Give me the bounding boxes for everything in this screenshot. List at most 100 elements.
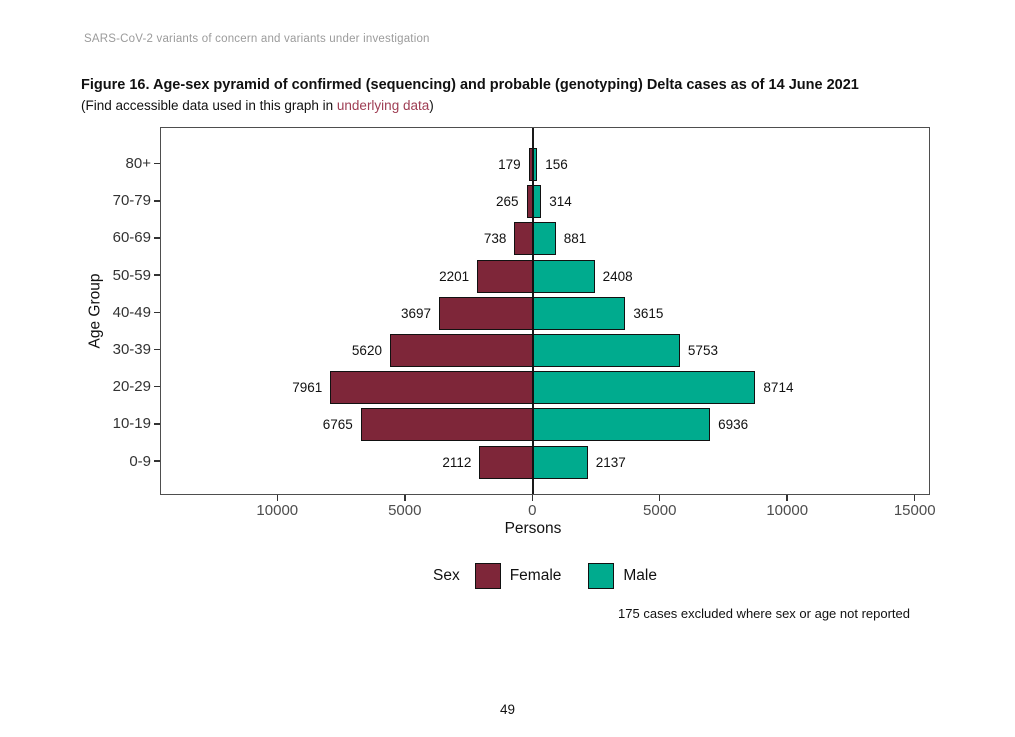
bar-male — [533, 408, 711, 442]
underlying-data-link[interactable]: underlying data — [336, 98, 430, 113]
y-axis-tick-mark — [154, 348, 160, 351]
y-axis-label: 20-29 — [112, 378, 151, 396]
male-value-label: 156 — [545, 157, 568, 173]
female-value-label: 3697 — [400, 305, 431, 321]
page-number: 49 — [499, 702, 516, 717]
pyramid-row: 2112 2137 — [161, 444, 929, 481]
bar-male — [533, 148, 538, 182]
male-value-label: 5753 — [687, 343, 718, 359]
male-half: 2137 — [533, 445, 929, 479]
y-axis-tick-row: 60-69 — [90, 219, 160, 256]
pyramid-row: 6765 6936 — [161, 406, 929, 443]
female-value-label: 2112 — [442, 454, 472, 470]
x-axis-tick-label: 5000 — [643, 502, 677, 519]
y-axis-tick-mark — [154, 311, 160, 314]
y-axis-tick-row: 80+ — [90, 145, 160, 182]
document-header: SARS-CoV-2 variants of concern and varia… — [84, 33, 430, 45]
x-axis-tick-mark — [786, 495, 788, 501]
bar-male — [533, 445, 588, 479]
x-axis-tick-label: 5000 — [388, 502, 422, 519]
pyramid-row: 3697 3615 — [161, 295, 929, 332]
x-axis-tick-label: 15000 — [893, 502, 936, 519]
y-axis-tick-mark — [154, 385, 160, 388]
legend-label-female: Female — [509, 567, 562, 584]
y-axis-tick-row: 0-9 — [90, 443, 160, 480]
y-axis-label: 40-49 — [112, 303, 151, 321]
bar-female — [526, 185, 534, 219]
bar-female — [477, 259, 534, 293]
exclusion-note: 175 cases excluded where sex or age not … — [618, 606, 910, 621]
bar-female — [389, 334, 534, 368]
x-axis-tick-mark — [658, 495, 661, 501]
y-axis-label: 50-59 — [112, 266, 151, 284]
male-value-label: 8714 — [763, 380, 794, 396]
y-axis-tick-row: 30-39 — [90, 331, 160, 368]
y-axis-label: 10-19 — [112, 415, 151, 433]
x-axis: 10000 5000 0 5000 10000 15000 — [160, 495, 936, 521]
y-axis-tick-row: 70-79 — [90, 182, 160, 219]
female-value-label: 5620 — [351, 343, 382, 359]
y-axis-label: 60-69 — [112, 229, 151, 247]
male-half: 881 — [533, 222, 929, 256]
legend-label-male: Male — [623, 567, 657, 584]
male-half: 8714 — [533, 371, 929, 405]
male-half: 5753 — [533, 334, 929, 368]
y-axis-tick-row: 40-49 — [90, 294, 160, 331]
subtitle-close-paren: ) — [429, 98, 434, 113]
subtitle-text: (Find accessible data used in this graph… — [81, 98, 337, 113]
pyramid-row: 2201 2408 — [161, 258, 929, 295]
female-half: 2112 — [161, 445, 534, 479]
male-half: 6936 — [533, 408, 929, 442]
female-half: 2201 — [161, 259, 534, 293]
male-value-label: 881 — [563, 231, 587, 247]
bar-female — [360, 408, 534, 442]
y-axis-label: 70-79 — [112, 192, 151, 210]
y-axis-tick-mark — [154, 162, 160, 165]
y-axis-tick-mark — [154, 274, 160, 276]
legend-swatch-male — [588, 563, 615, 589]
x-axis-tick-mark — [913, 495, 916, 501]
figure-subtitle: (Find accessible data used in this graph… — [81, 98, 434, 113]
female-half: 738 — [161, 222, 534, 256]
pyramid-row: 7961 8714 — [161, 369, 929, 406]
bar-male — [533, 334, 680, 368]
pyramid-row: 738 881 — [161, 220, 929, 257]
chart-panel: 179 156 265 314 738 881 2201 2408 3697 3615 5620 57… — [160, 127, 930, 495]
bar-male — [533, 259, 595, 293]
y-axis-tick-row: 20-29 — [90, 368, 160, 405]
bar-male — [533, 222, 556, 256]
female-value-label: 6765 — [322, 417, 353, 433]
male-value-label: 3615 — [633, 305, 664, 321]
bar-female — [528, 148, 534, 182]
y-axis-tick-row: 50-59 — [90, 257, 160, 294]
legend-title: Sex — [432, 567, 460, 584]
female-half: 6765 — [161, 408, 534, 442]
female-value-label: 7961 — [292, 380, 323, 396]
male-value-label: 2137 — [595, 454, 626, 470]
x-axis-tick-mark — [404, 495, 406, 501]
bar-female — [330, 371, 534, 405]
male-value-label: 2408 — [602, 268, 633, 284]
y-axis-tick-mark — [154, 237, 160, 239]
female-half: 7961 — [161, 371, 534, 405]
x-axis-tick-label: 0 — [528, 502, 537, 519]
bar-female — [439, 296, 534, 330]
x-axis-tick-label: 10000 — [256, 502, 299, 519]
male-value-label: 6936 — [718, 417, 749, 433]
female-value-label: 265 — [495, 194, 519, 210]
male-half: 314 — [533, 185, 929, 219]
pyramid-row: 179 156 — [161, 146, 929, 183]
y-axis-tick-mark — [154, 200, 160, 202]
male-value-label: 314 — [549, 194, 572, 210]
female-half: 179 — [161, 148, 534, 182]
female-value-label: 738 — [483, 231, 507, 247]
x-axis-tick-mark — [276, 495, 279, 501]
male-half: 2408 — [533, 259, 929, 293]
x-axis-tick-label: 10000 — [766, 502, 809, 519]
female-value-label: 2201 — [439, 268, 470, 284]
bar-male — [533, 371, 756, 405]
female-half: 5620 — [161, 334, 534, 368]
y-axis-label: 30-39 — [112, 341, 151, 359]
y-axis-label: 80+ — [125, 155, 151, 173]
